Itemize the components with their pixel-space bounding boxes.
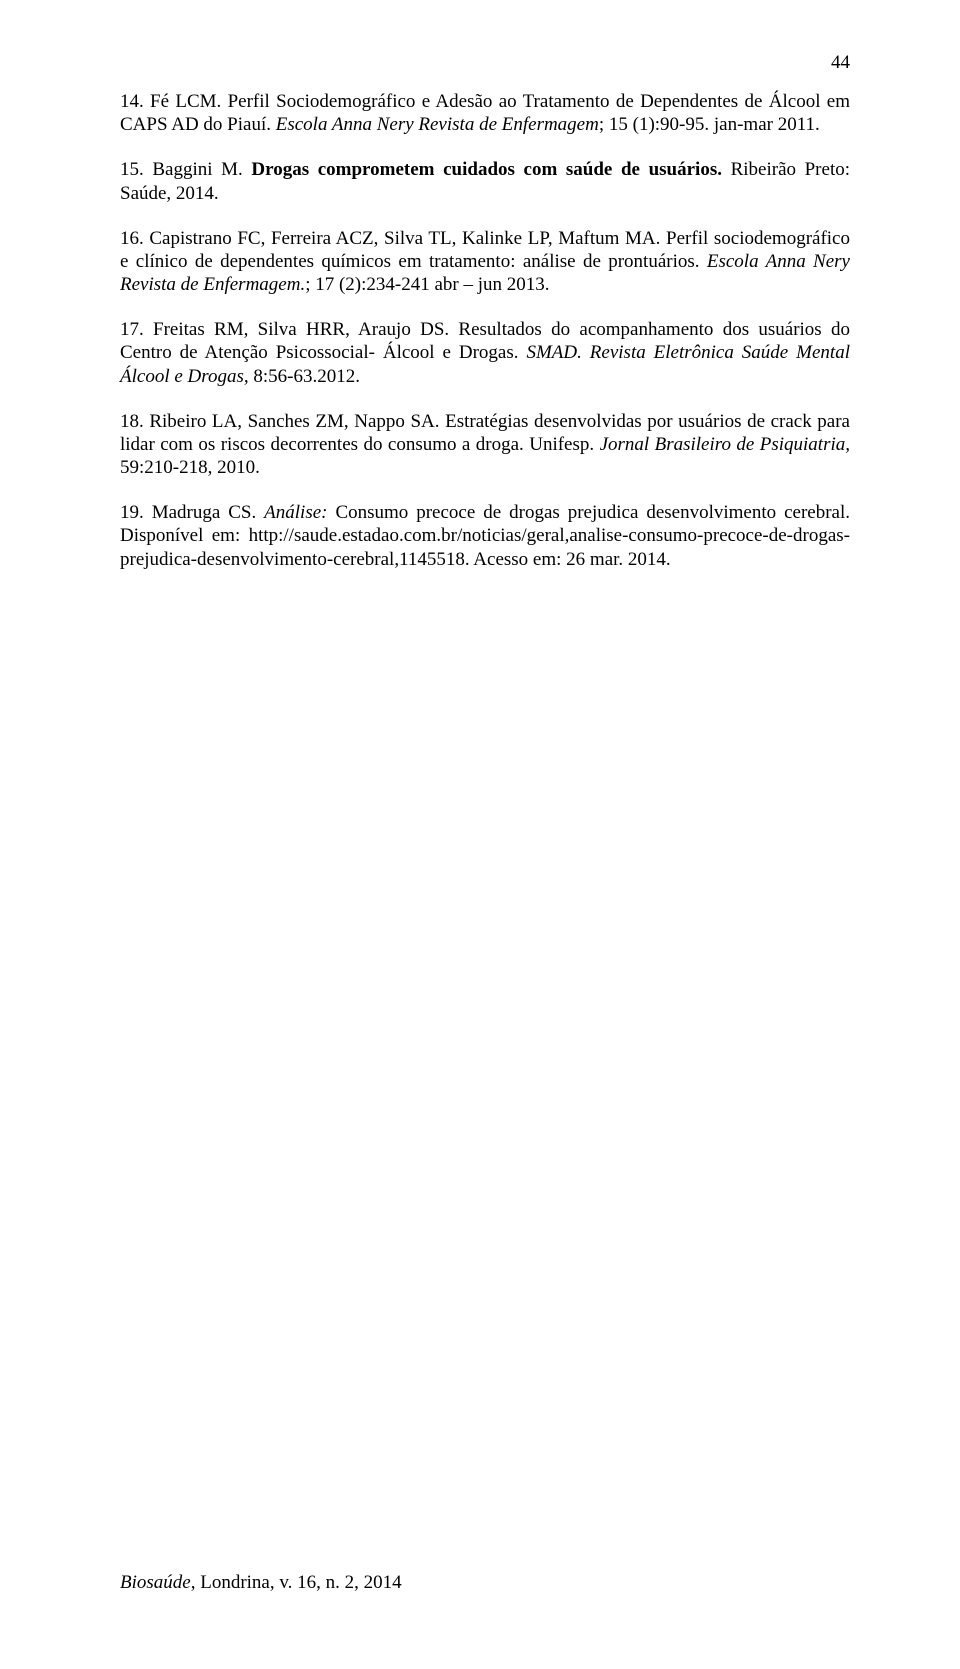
ref-18-suffix: 59:210-218, 2010.: [120, 457, 260, 478]
ref-14-suffix: ; 15 (1):90-95. jan-mar 2011.: [599, 114, 820, 135]
ref-19-title: Análise:: [264, 502, 327, 523]
ref-14-journal: Escola Anna Nery Revista de Enfermagem: [276, 114, 599, 135]
footer-rest: , Londrina, v. 16, n. 2, 2014: [191, 1572, 402, 1593]
reference-15: 15. Baggini M. Drogas comprometem cuidad…: [120, 158, 850, 204]
ref-19-prefix: 19. Madruga CS.: [120, 502, 264, 523]
ref-15-title: Drogas comprometem cuidados com saúde de…: [251, 159, 722, 180]
footer-journal: Biosaúde: [120, 1572, 191, 1593]
ref-17-suffix: 8:56-63.2012.: [249, 366, 360, 387]
ref-18-journal: Jornal Brasileiro de Psiquiatria,: [600, 434, 850, 455]
reference-18: 18. Ribeiro LA, Sanches ZM, Nappo SA. Es…: [120, 410, 850, 480]
page-number: 44: [831, 52, 850, 74]
reference-17: 17. Freitas RM, Silva HRR, Araujo DS. Re…: [120, 318, 850, 388]
ref-16-suffix: ; 17 (2):234-241 abr – jun 2013.: [305, 274, 549, 295]
ref-15-prefix: 15. Baggini M.: [120, 159, 251, 180]
reference-14: 14. Fé LCM. Perfil Sociodemográfico e Ad…: [120, 90, 850, 136]
reference-19: 19. Madruga CS. Análise: Consumo precoce…: [120, 501, 850, 571]
references-section: 14. Fé LCM. Perfil Sociodemográfico e Ad…: [120, 90, 850, 571]
footer-citation: Biosaúde, Londrina, v. 16, n. 2, 2014: [120, 1572, 402, 1594]
reference-16: 16. Capistrano FC, Ferreira ACZ, Silva T…: [120, 227, 850, 297]
